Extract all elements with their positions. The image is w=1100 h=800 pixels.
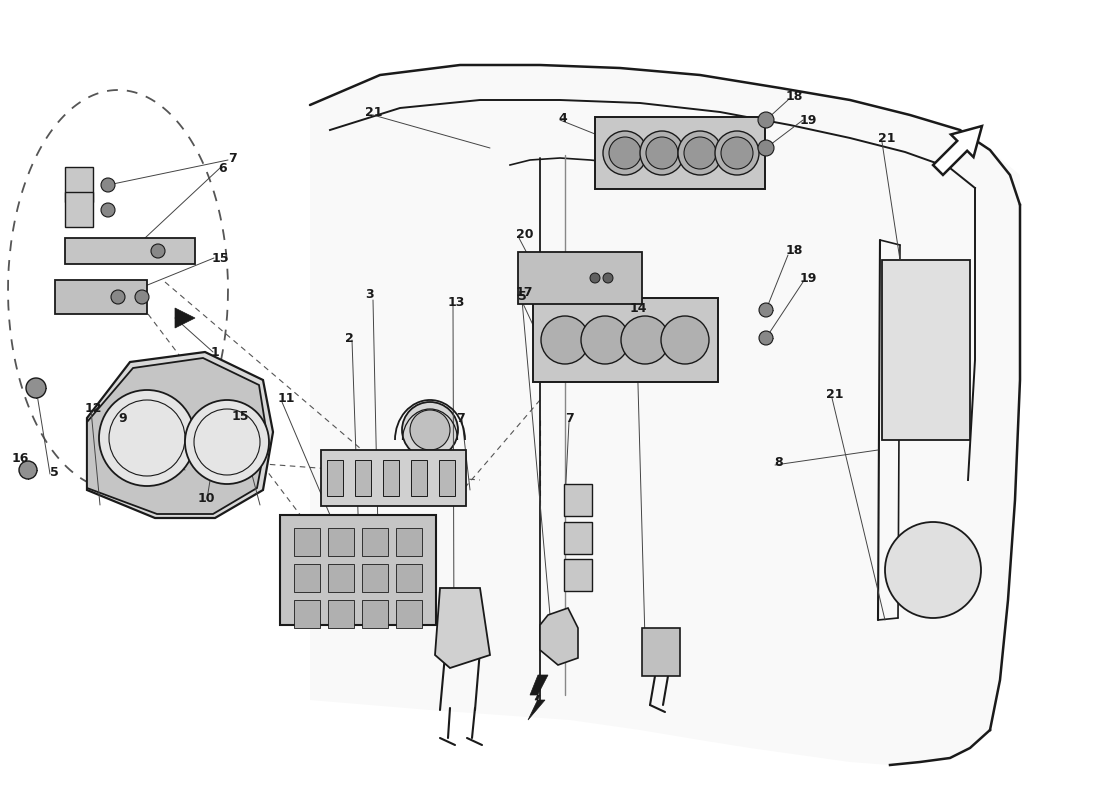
Bar xyxy=(564,522,592,554)
Text: 18: 18 xyxy=(786,245,803,258)
Circle shape xyxy=(101,178,116,192)
Bar xyxy=(321,450,466,506)
Bar xyxy=(294,528,320,556)
Text: 6: 6 xyxy=(218,162,227,174)
Polygon shape xyxy=(87,358,267,514)
Text: 2: 2 xyxy=(345,331,354,345)
Text: 7: 7 xyxy=(565,411,574,425)
Circle shape xyxy=(646,137,678,169)
Text: 21: 21 xyxy=(878,131,895,145)
Bar xyxy=(564,484,592,516)
Text: 17: 17 xyxy=(516,286,534,298)
Bar xyxy=(642,628,680,676)
Text: 10: 10 xyxy=(198,493,216,506)
Text: 19: 19 xyxy=(800,114,817,126)
Circle shape xyxy=(185,400,270,484)
Circle shape xyxy=(758,140,774,156)
Circle shape xyxy=(759,331,773,345)
Polygon shape xyxy=(310,65,1020,765)
Circle shape xyxy=(581,316,629,364)
Text: 7: 7 xyxy=(456,411,464,425)
Circle shape xyxy=(758,112,774,128)
Bar xyxy=(362,528,388,556)
Text: 8: 8 xyxy=(774,455,782,469)
Text: 18: 18 xyxy=(786,90,803,102)
Circle shape xyxy=(410,410,450,450)
Circle shape xyxy=(603,273,613,283)
Text: 5: 5 xyxy=(50,466,58,478)
Circle shape xyxy=(720,137,754,169)
Bar xyxy=(65,167,94,202)
Text: 16: 16 xyxy=(12,451,30,465)
Text: 7: 7 xyxy=(228,151,236,165)
FancyArrow shape xyxy=(933,126,982,175)
Bar xyxy=(396,528,422,556)
Bar xyxy=(362,564,388,592)
Text: 19: 19 xyxy=(800,271,817,285)
Circle shape xyxy=(715,131,759,175)
Circle shape xyxy=(111,290,125,304)
Text: 3: 3 xyxy=(365,289,374,302)
Bar xyxy=(595,117,764,189)
Circle shape xyxy=(886,522,981,618)
Circle shape xyxy=(640,131,684,175)
Bar xyxy=(65,192,94,227)
Bar xyxy=(328,528,354,556)
Bar xyxy=(328,564,354,592)
Circle shape xyxy=(402,402,458,458)
Text: 13: 13 xyxy=(448,295,465,309)
Bar xyxy=(882,260,970,440)
Circle shape xyxy=(609,137,641,169)
Circle shape xyxy=(590,273,600,283)
Bar xyxy=(564,559,592,591)
Text: 12: 12 xyxy=(85,402,102,414)
Text: 1: 1 xyxy=(211,346,220,358)
Circle shape xyxy=(661,316,710,364)
Polygon shape xyxy=(87,352,273,518)
Circle shape xyxy=(541,316,589,364)
Circle shape xyxy=(135,290,149,304)
Bar xyxy=(534,298,718,382)
Text: 11: 11 xyxy=(278,391,296,405)
Circle shape xyxy=(759,303,773,317)
Bar xyxy=(65,238,195,264)
Polygon shape xyxy=(528,675,548,720)
Bar xyxy=(362,600,388,628)
Text: 14: 14 xyxy=(630,302,648,314)
Circle shape xyxy=(19,461,37,479)
Circle shape xyxy=(684,137,716,169)
Text: 4: 4 xyxy=(558,111,566,125)
Text: 15: 15 xyxy=(232,410,250,422)
Circle shape xyxy=(678,131,722,175)
Bar xyxy=(294,564,320,592)
Circle shape xyxy=(99,390,195,486)
Bar xyxy=(294,600,320,628)
Bar xyxy=(280,515,436,625)
Text: 5: 5 xyxy=(518,290,527,302)
Text: 21: 21 xyxy=(826,387,844,401)
Text: 21: 21 xyxy=(365,106,383,118)
Polygon shape xyxy=(175,308,195,328)
Text: 9: 9 xyxy=(118,411,127,425)
Bar xyxy=(327,460,343,496)
Polygon shape xyxy=(540,608,578,665)
Polygon shape xyxy=(434,588,490,668)
Text: 20: 20 xyxy=(516,229,534,242)
Circle shape xyxy=(151,244,165,258)
Circle shape xyxy=(101,203,116,217)
Bar xyxy=(518,252,642,304)
Bar xyxy=(411,460,427,496)
Text: 15: 15 xyxy=(212,251,230,265)
Bar xyxy=(396,600,422,628)
Bar xyxy=(439,460,455,496)
Bar xyxy=(328,600,354,628)
Bar xyxy=(396,564,422,592)
Circle shape xyxy=(621,316,669,364)
Circle shape xyxy=(26,378,46,398)
Circle shape xyxy=(603,131,647,175)
Bar xyxy=(383,460,399,496)
Bar xyxy=(55,280,147,314)
Bar xyxy=(355,460,371,496)
